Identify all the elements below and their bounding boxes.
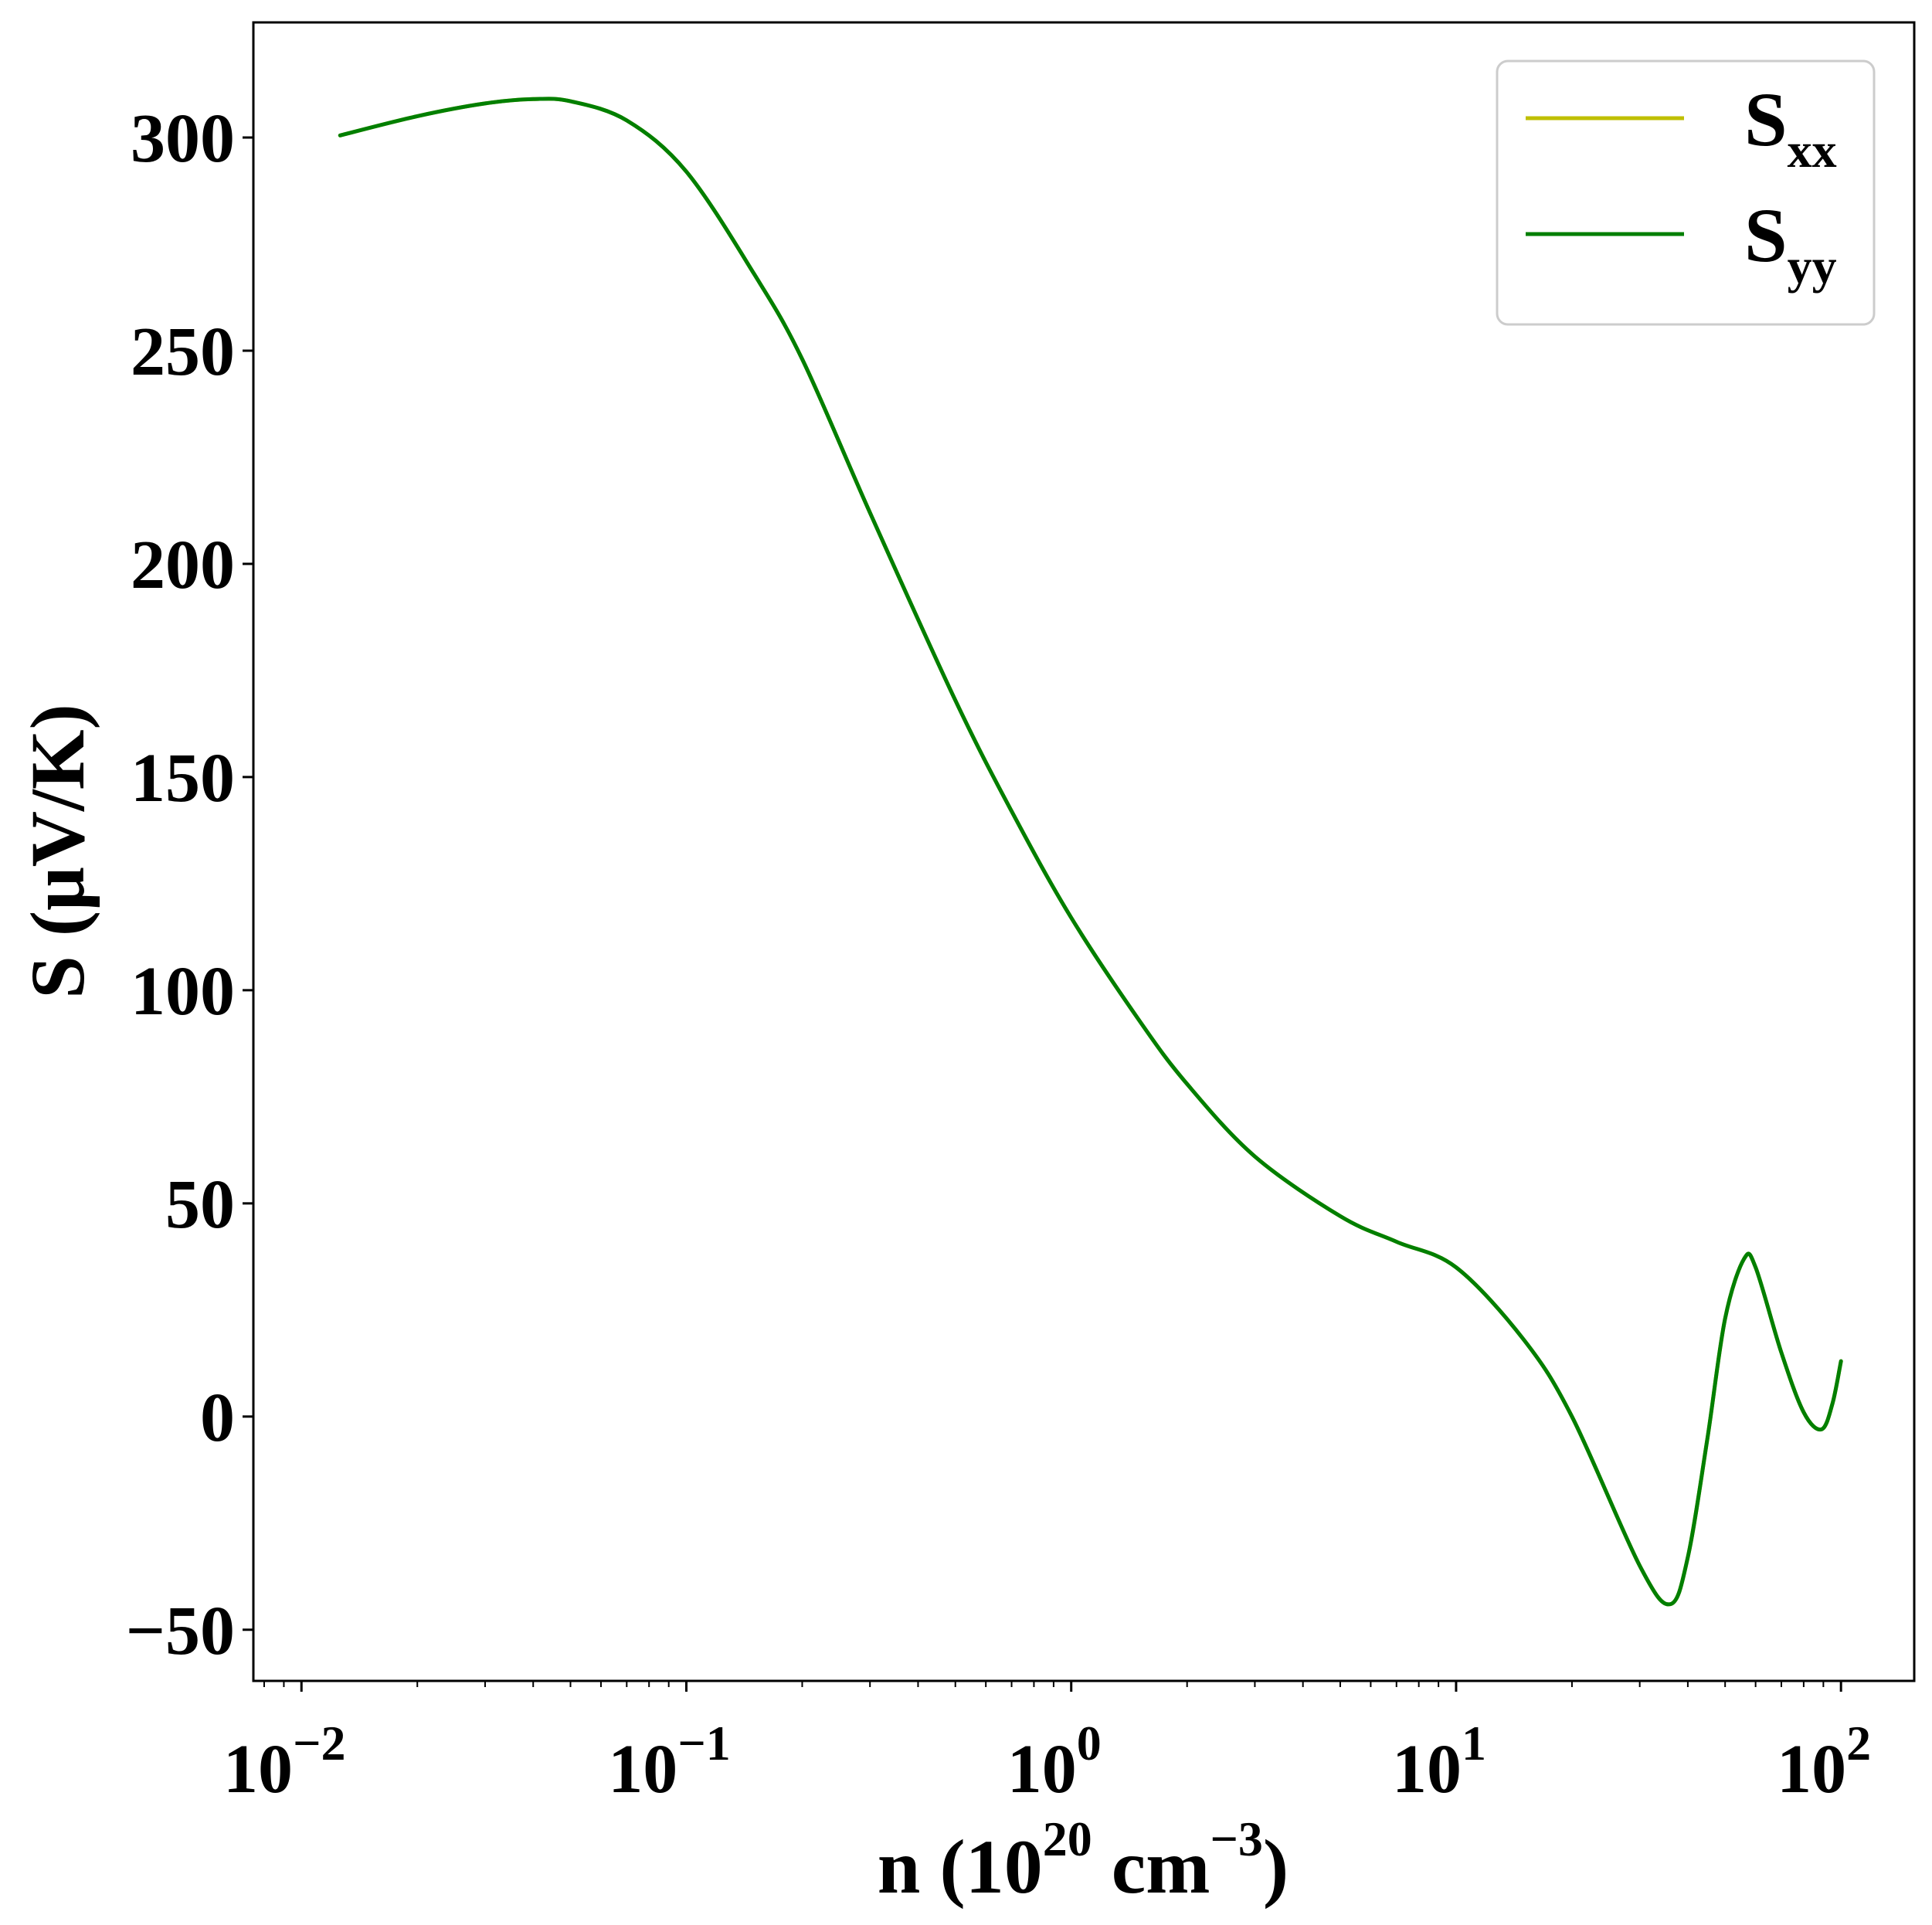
x-axis-title-base: n (10 [878,1824,1043,1910]
x-tick-label: 102 [1777,1716,1871,1808]
x-axis-title-exp1: 20 [1043,1811,1092,1866]
legend-label-syy: Syy [1744,192,1837,294]
plot-area [338,97,1843,1607]
legend-label-sxx: Sxx [1744,76,1837,178]
y-tick-label: 0 [200,1380,235,1456]
legend: Sxx Syy [1496,59,1876,326]
x-tick-label: 100 [1007,1716,1102,1808]
y-tick-label: 300 [131,100,235,177]
x-axis-title-end: ) [1263,1824,1289,1910]
plot-frame [252,21,1916,1682]
y-tick-label: 250 [131,314,235,390]
y-tick-label: 100 [131,953,235,1030]
x-axis-title-exp2: −3 [1210,1811,1262,1866]
y-tick-label: 200 [131,527,235,603]
legend-box [1496,59,1876,326]
y-tick-label: 50 [165,1166,235,1243]
x-axis-title-mid: cm [1092,1824,1210,1910]
y-axis-title: S (μV/K) [15,704,100,999]
series-line-yy [338,97,1843,1607]
ticks-layer: −50 0 50 100 150 200 250 300 10−2 10−1 100 101 102 [126,100,1871,1808]
x-tick-label: 10−1 [608,1716,730,1808]
x-tick-label: 101 [1392,1716,1486,1808]
y-tick-label: 150 [131,740,235,817]
x-tick-label: 10−2 [223,1716,345,1808]
y-tick-label: −50 [126,1593,235,1669]
x-axis-title: n (1020 cm−3) [878,1811,1289,1910]
